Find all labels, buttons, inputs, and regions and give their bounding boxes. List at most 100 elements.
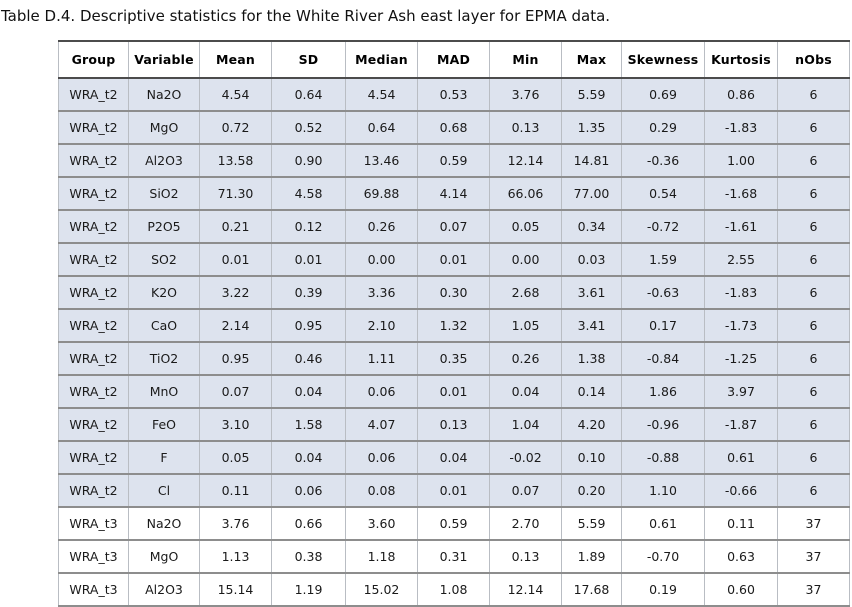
table-cell: 0.61 — [621, 507, 705, 541]
table-cell: WRA_t2 — [58, 408, 129, 442]
table-cell: 0.31 — [417, 540, 490, 574]
table-cell: 0.01 — [417, 375, 490, 409]
table-cell: 0.08 — [345, 474, 418, 508]
table-cell: 0.19 — [621, 573, 705, 607]
table-cell: WRA_t2 — [58, 243, 129, 277]
table-cell: 6 — [777, 276, 850, 310]
table-row: WRA_t2 TiO2 0.95 0.46 1.11 0.35 0.26 1.38 -0.84-… — [58, 342, 850, 376]
table-cell: CaO — [128, 309, 200, 343]
table-row: WRA_t2 K2O 3.22 0.39 3.36 0.30 2.68 3.61 -0.63 -1… — [58, 276, 850, 310]
table-cell: WRA_t2 — [58, 210, 129, 244]
table-cell: TiO2 — [128, 342, 200, 376]
table-row: WRA_t3 Na2O 3.76 0.66 3.60 0.59 2.70 5.59 0.61 0.… — [58, 507, 850, 541]
table-cell: WRA_t2 — [58, 78, 129, 112]
table-cell: 0.07 — [199, 375, 272, 409]
table-cell: 0.35 — [417, 342, 490, 376]
table-row: WRA_t2 P2O5 0.21 0.12 0.26 0.07 0.05 0.34 -0.72-… — [58, 210, 850, 244]
table-cell: 13.46 — [345, 144, 418, 178]
table-row: WRA_t2 MgO 0.72 0.52 0.64 0.68 0.13 1.35 0.29 -1.… — [58, 111, 850, 145]
table-cell: 6 — [777, 243, 850, 277]
table-cell: 15.14 — [199, 573, 272, 607]
table-cell: 66.06 — [489, 177, 562, 211]
table-cell: SO2 — [128, 243, 200, 277]
table-row: WRA_t2 Na2O 4.54 0.64 4.54 0.53 3.76 5.59 0.69 0.… — [58, 78, 850, 112]
table-cell: 0.54 — [621, 177, 705, 211]
table-cell: 4.54 — [345, 78, 418, 112]
table-cell: 14.81 — [561, 144, 622, 178]
table-cell: 1.13 — [199, 540, 272, 574]
column-header-sd: SD — [271, 40, 346, 79]
table-cell: 6 — [777, 111, 850, 145]
table-cell: F — [128, 441, 200, 475]
table-cell: 0.29 — [621, 111, 705, 145]
table-cell: -1.87 — [704, 408, 778, 442]
table-cell: 1.10 — [621, 474, 705, 508]
table-cell: 2.14 — [199, 309, 272, 343]
table-cell: 17.68 — [561, 573, 622, 607]
table-cell: Al2O3 — [128, 573, 200, 607]
column-header-min: Min — [489, 40, 562, 79]
table-cell: 4.54 — [199, 78, 272, 112]
table-cell: 0.11 — [704, 507, 778, 541]
table-cell: 12.14 — [489, 573, 562, 607]
table-cell: 6 — [777, 375, 850, 409]
table-cell: 0.01 — [199, 243, 272, 277]
table-cell: 3.10 — [199, 408, 272, 442]
table-cell: -0.36 — [621, 144, 705, 178]
table-cell: 6 — [777, 441, 850, 475]
table-cell: 6 — [777, 78, 850, 112]
column-header-mean: Mean — [199, 40, 272, 79]
table-row: WRA_t2 Al2O3 13.58 0.90 13.46 0.59 12.14 14.81-… — [58, 144, 850, 178]
column-header-skewness: Skewness — [621, 40, 705, 79]
table-cell: 0.04 — [271, 375, 346, 409]
table-cell: -1.83 — [704, 111, 778, 145]
table-cell: 6 — [777, 309, 850, 343]
table-cell: WRA_t3 — [58, 507, 129, 541]
table-cell: P2O5 — [128, 210, 200, 244]
table-cell: WRA_t2 — [58, 342, 129, 376]
table-cell: 2.68 — [489, 276, 562, 310]
table-cell: 0.95 — [271, 309, 346, 343]
table-cell: MgO — [128, 111, 200, 145]
column-header-nobs: nObs — [777, 40, 850, 79]
table-cell: 5.59 — [561, 78, 622, 112]
table-cell: 1.35 — [561, 111, 622, 145]
table-cell: 0.26 — [345, 210, 418, 244]
table-cell: 1.38 — [561, 342, 622, 376]
table-cell: 1.18 — [345, 540, 418, 574]
table-row: WRA_t2 MnO 0.07 0.04 0.06 0.01 0.04 0.14 1.86 3.9… — [58, 375, 850, 409]
table-cell: 5.59 — [561, 507, 622, 541]
table-cell: 4.20 — [561, 408, 622, 442]
table-cell: 1.05 — [489, 309, 562, 343]
table-cell: SiO2 — [128, 177, 200, 211]
table-cell: 1.11 — [345, 342, 418, 376]
table-cell: 6 — [777, 177, 850, 211]
table-cell: 0.53 — [417, 78, 490, 112]
table-cell: 6 — [777, 408, 850, 442]
table-row: WRA_t2 SO2 0.01 0.01 0.00 0.01 0.00 0.03 1.59 2.5… — [58, 243, 850, 277]
table-cell: WRA_t2 — [58, 441, 129, 475]
table-cell: 0.39 — [271, 276, 346, 310]
table-cell: 0.68 — [417, 111, 490, 145]
table-cell: -0.96 — [621, 408, 705, 442]
table-cell: 6 — [777, 342, 850, 376]
table-row: WRA_t2 F 0.05 0.04 0.06 0.04 -0.02 0.10 -0.88 0.6… — [58, 441, 850, 475]
table-cell: 12.14 — [489, 144, 562, 178]
table-cell: 1.89 — [561, 540, 622, 574]
table-cell: 0.61 — [704, 441, 778, 475]
table-row: WRA_t2 Cl 0.11 0.06 0.08 0.01 0.07 0.20 1.10 -0.6… — [58, 474, 850, 508]
table-cell: 15.02 — [345, 573, 418, 607]
table-cell: MgO — [128, 540, 200, 574]
table-cell: 1.19 — [271, 573, 346, 607]
table-cell: 0.13 — [489, 540, 562, 574]
table-cell: 0.10 — [561, 441, 622, 475]
table-cell: 0.20 — [561, 474, 622, 508]
table-cell: 2.70 — [489, 507, 562, 541]
table-cell: 0.90 — [271, 144, 346, 178]
table-row: WRA_t2 CaO 2.14 0.95 2.10 1.32 1.05 3.41 0.17 -1.… — [58, 309, 850, 343]
table-cell: FeO — [128, 408, 200, 442]
table-cell: 3.76 — [489, 78, 562, 112]
table-cell: 0.06 — [271, 474, 346, 508]
table-cell: 0.13 — [489, 111, 562, 145]
table-cell: 1.04 — [489, 408, 562, 442]
